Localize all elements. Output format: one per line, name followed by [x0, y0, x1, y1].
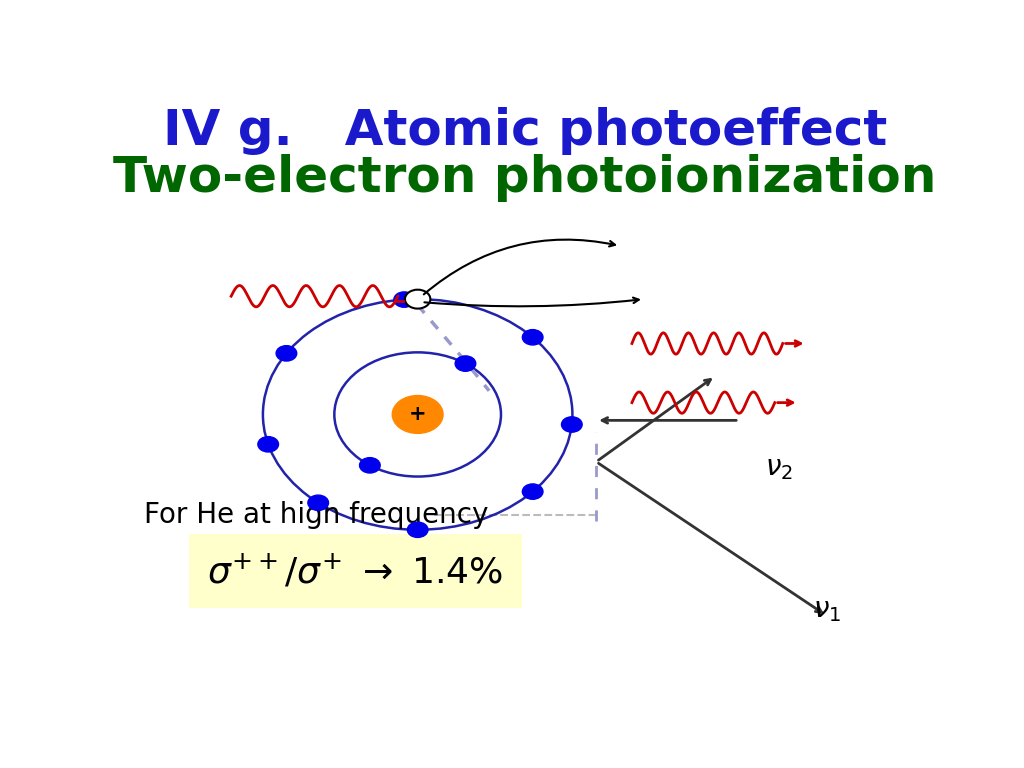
- Circle shape: [258, 437, 279, 452]
- Circle shape: [276, 346, 297, 361]
- Circle shape: [522, 329, 543, 345]
- Text: $\nu_1$: $\nu_1$: [813, 596, 841, 624]
- Text: +: +: [409, 405, 426, 425]
- Text: $\nu_2$: $\nu_2$: [765, 454, 794, 482]
- Circle shape: [392, 396, 443, 433]
- Text: Two-electron photoionization: Two-electron photoionization: [113, 154, 937, 202]
- Text: IV g.   Atomic photoeffect: IV g. Atomic photoeffect: [163, 107, 887, 154]
- Circle shape: [522, 484, 543, 499]
- Circle shape: [455, 356, 476, 371]
- Text: For He at high frequency: For He at high frequency: [143, 501, 488, 529]
- Circle shape: [561, 417, 582, 432]
- Circle shape: [394, 292, 415, 307]
- Circle shape: [308, 495, 329, 511]
- Circle shape: [359, 458, 380, 473]
- Circle shape: [408, 522, 428, 538]
- Circle shape: [404, 290, 430, 309]
- Text: $\sigma^{++} / \sigma^{+}\ {\rightarrow}\ 1.4\%$: $\sigma^{++} / \sigma^{+}\ {\rightarrow}…: [207, 552, 504, 590]
